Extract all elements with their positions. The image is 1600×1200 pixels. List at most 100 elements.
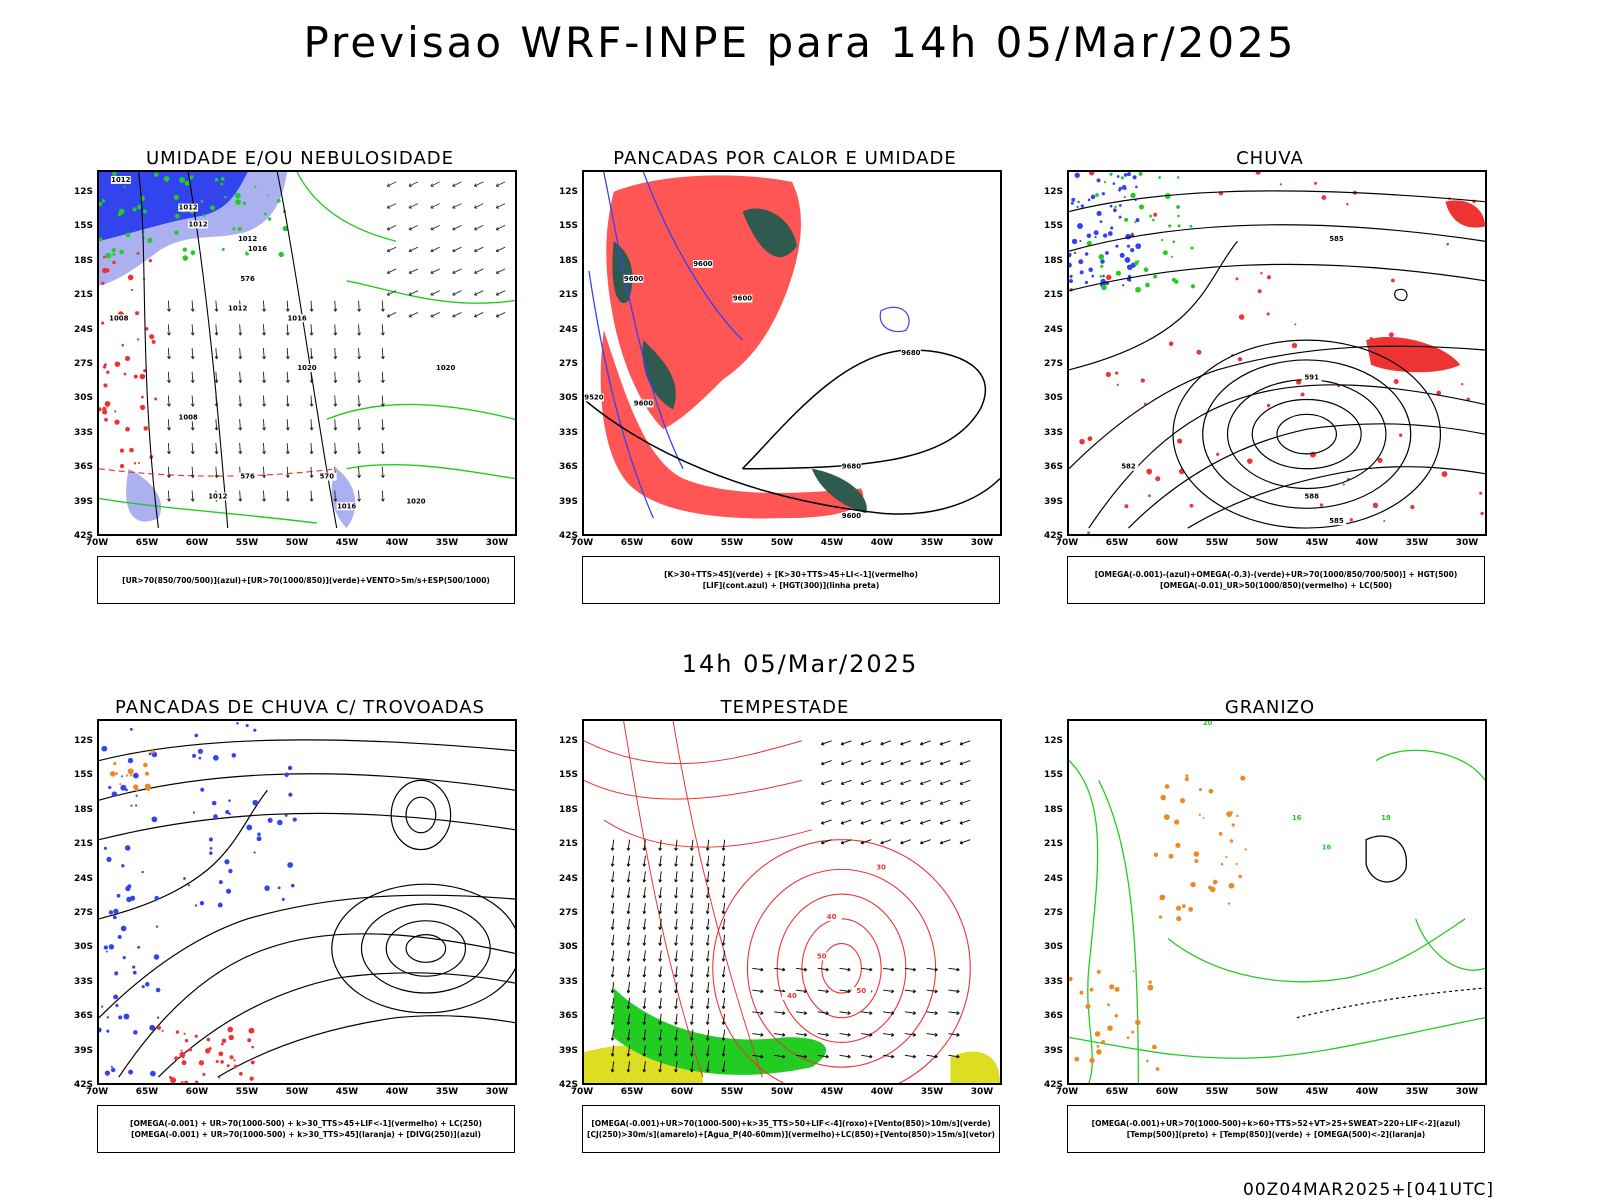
- wind-vector: [381, 466, 384, 478]
- omega500-speck: [1231, 823, 1235, 827]
- ur-lowlevel-speck: [267, 217, 272, 221]
- wind-vector-head: [803, 1032, 808, 1037]
- lat-tick-label: 27S: [73, 359, 93, 369]
- wind-vector-head: [674, 1037, 678, 1041]
- ur-lowlevel-speck: [235, 199, 241, 205]
- wind-vector-head: [333, 356, 338, 360]
- wind-vector: [817, 1054, 829, 1058]
- wind-vector-head: [820, 761, 825, 766]
- wind-vector: [430, 203, 440, 209]
- wind-vector-head: [658, 974, 663, 978]
- lon-tick-label: 60W: [670, 538, 694, 548]
- contour-label: 1012: [228, 304, 247, 312]
- wind-vector: [920, 799, 931, 805]
- omega500-s-speck: [1096, 969, 1101, 974]
- wind-vector-head: [381, 451, 385, 455]
- thickness-red-speck: [135, 311, 140, 316]
- wind-vector-head: [721, 926, 726, 930]
- lat-axis: 12S 15S 18S 21S 24S 27S 30S 33S 36S 39S 42S: [60, 719, 97, 1090]
- wind-vector-head: [190, 403, 195, 407]
- ur-lowlevel-speck: [234, 192, 241, 199]
- ti-red-speck: [202, 1072, 206, 1076]
- streamline500-line: [1069, 263, 1485, 292]
- legend-line: [LIF](cont.azul) + [HGT(300)](linha pret…: [702, 581, 880, 590]
- omega-blue-speck: [1071, 197, 1076, 202]
- wind-vector-head: [920, 741, 924, 746]
- lon-tick-label: 55W: [1205, 538, 1229, 548]
- omega500-speck: [1158, 915, 1163, 919]
- wind-vector: [381, 442, 384, 454]
- panel-pancadas-trovoadas: PANCADAS DE CHUVA C/ TROVOADAS 12S 15S 18S 2…: [60, 697, 540, 1167]
- wind-vector-head: [167, 474, 171, 478]
- wind-vector: [659, 839, 662, 851]
- wind-vector-head: [939, 801, 944, 805]
- wind-vector-head: [452, 226, 456, 231]
- wind-vector: [675, 1045, 678, 1057]
- omega-green-speck: [1172, 240, 1176, 244]
- wind-vector-head: [689, 974, 694, 978]
- divg250-n-speck: [192, 753, 197, 758]
- wind-vector: [659, 1045, 662, 1057]
- thickness-red-speck: [139, 373, 146, 380]
- wind-vector-head: [262, 379, 266, 383]
- vento850-sw: [610, 839, 726, 1073]
- wind-vector-head: [956, 1032, 960, 1037]
- wind-field-ne: [386, 181, 506, 318]
- wind-vector-head: [408, 313, 412, 318]
- wind-vector-head: [452, 183, 456, 187]
- wind-vector-head: [674, 1053, 678, 1057]
- wind-vector: [840, 819, 852, 824]
- lat-tick-label: 24S: [73, 873, 93, 884]
- omega500-speck: [1175, 905, 1182, 911]
- lon-tick-label: 60W: [670, 1087, 694, 1097]
- omega-blue-speck: [1122, 284, 1125, 287]
- omega-red-speck: [1116, 383, 1119, 386]
- wind-vector-head: [900, 761, 904, 766]
- omega500-s-speck: [1094, 1031, 1101, 1037]
- contour-label-bg: [237, 472, 258, 481]
- divg250-speck: [123, 1013, 130, 1020]
- wind-vector-head: [705, 942, 710, 946]
- divg250-n-speck: [228, 799, 231, 802]
- panel-title: PANCADAS POR CALOR E UMIDADE: [613, 148, 957, 169]
- wind-vector: [795, 967, 807, 971]
- omega500-speck: [1184, 777, 1189, 782]
- omega-green-speck: [1130, 192, 1136, 199]
- divg250-n-speck: [209, 847, 213, 850]
- legend-box: [OMEGA(-0.001)+UR>70(1000-500)+k>60+TTS>…: [1067, 1105, 1485, 1153]
- omega500-s-speck: [1089, 1057, 1095, 1064]
- contour-label-bg: [178, 413, 199, 422]
- omega500-speck: [1228, 882, 1235, 889]
- wind-vector: [691, 839, 694, 851]
- wind-vector: [310, 419, 313, 431]
- lat-tick-label: 18S: [1043, 804, 1063, 815]
- omega-green-speck: [1138, 172, 1143, 176]
- wind-vector: [474, 225, 484, 231]
- ur-lowlevel-speck: [266, 194, 269, 197]
- ur-lowlevel-speck: [173, 194, 179, 200]
- omega500-speck: [1179, 797, 1186, 804]
- wind-vector: [817, 1011, 829, 1014]
- lat-tick-label: 18S: [558, 255, 578, 266]
- wind-vector: [659, 982, 662, 993]
- wind-vector-head: [705, 958, 710, 962]
- ur-lowlevel-speck: [220, 176, 225, 181]
- wind-vector: [752, 1011, 764, 1014]
- streamline250-line: [118, 933, 515, 1078]
- divg250-speck: [108, 785, 112, 790]
- lat-tick-label: 42S: [1043, 531, 1063, 541]
- omega500-speck: [1236, 814, 1239, 818]
- omega-red-speck: [1260, 271, 1263, 275]
- omega-blue-speck: [1071, 238, 1078, 245]
- thickness-red-speck: [106, 405, 109, 408]
- divg250-n: [183, 721, 297, 908]
- omega500-s-speck: [1085, 1003, 1091, 1009]
- wind-vector: [706, 934, 710, 946]
- wind-vector-head: [847, 1032, 851, 1037]
- wind-vector-head: [626, 974, 631, 978]
- wind-vector-head: [820, 741, 825, 746]
- omega-green-speck: [1176, 205, 1180, 209]
- wind-vector: [239, 324, 241, 336]
- wind-vector: [643, 950, 646, 962]
- wind-vector: [675, 902, 678, 914]
